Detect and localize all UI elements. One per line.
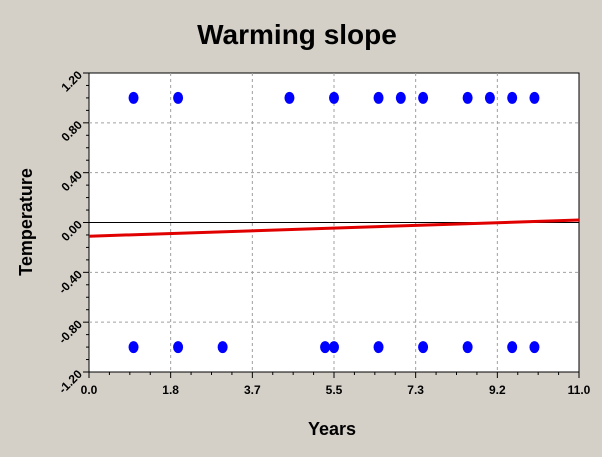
data-point [373,91,384,104]
chart-title: Warming slope [197,19,397,50]
data-point [128,91,139,104]
x-axis-title: Years [308,419,356,439]
data-point [128,341,139,354]
data-point [373,341,384,354]
y-tick-label: 0.80 [59,118,86,145]
data-point [462,91,473,104]
x-tick-label: 11.0 [568,383,591,397]
data-point [395,91,406,104]
data-point [484,91,495,104]
x-tick-label: 7.3 [407,383,424,397]
data-point [529,91,540,104]
data-point [329,341,339,354]
y-tick-label: 0.00 [59,217,86,244]
y-tick-label: 0.40 [59,167,86,194]
data-point [320,341,331,354]
y-axis-ticks: 1.200.800.400.00-0.40-0.80-1.20 [56,68,89,396]
data-point [173,91,184,104]
x-tick-label: 3.7 [244,383,261,397]
data-point [284,91,295,104]
data-point [418,91,429,104]
y-tick-label: -0.40 [56,267,85,296]
data-point [173,341,184,354]
data-point [462,341,473,354]
data-point [217,341,228,354]
x-axis-ticks: 0.0 1.8 3.7 5.5 7.3 9.2 11.0 [81,372,591,397]
x-tick-label: 0.0 [81,383,98,397]
data-point [507,91,518,104]
y-tick-label: -0.80 [56,317,85,346]
y-axis-title: Temperature [16,168,36,276]
trend-line [88,218,580,238]
data-point [329,91,339,104]
series-layer [88,91,580,354]
x-tick-label: 5.5 [326,383,343,397]
data-point [529,341,540,354]
x-tick-label: 9.2 [489,383,506,397]
data-point [418,341,429,354]
y-tick-label: 1.20 [59,68,86,95]
data-point [507,341,518,354]
x-tick-label: 1.8 [162,383,179,397]
